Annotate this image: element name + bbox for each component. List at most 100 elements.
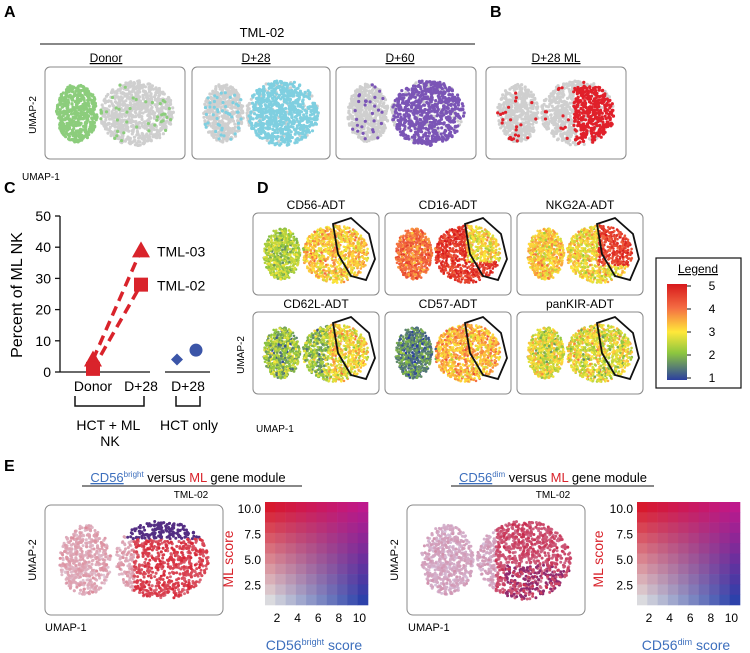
umap-point — [273, 90, 277, 95]
umap-point — [115, 115, 119, 119]
umap-point — [258, 109, 263, 113]
umap-point — [158, 102, 162, 106]
umap-point — [99, 110, 103, 114]
umap-point — [279, 97, 283, 101]
umap-point — [450, 109, 454, 113]
umap-point — [138, 111, 142, 115]
umap-point — [278, 79, 282, 84]
umap-point — [426, 134, 430, 138]
umap-point — [212, 105, 216, 109]
umap-point — [121, 118, 125, 122]
umap-point — [577, 81, 581, 85]
umap-point — [143, 120, 147, 124]
umap-point — [459, 120, 463, 124]
umap-point — [422, 103, 426, 107]
umap-point — [381, 130, 385, 135]
umap-point — [138, 140, 142, 144]
umap-point — [245, 104, 249, 108]
umap-point — [434, 135, 438, 139]
umap-point — [562, 82, 566, 86]
umap-point — [155, 128, 159, 132]
umap-point — [301, 93, 306, 97]
umap-point — [61, 132, 65, 136]
umap-point — [231, 101, 235, 105]
umap-point — [137, 115, 141, 119]
panel-a: TML-02 Donor D+28 D+60 UMAP-2 UMAP-1 — [22, 25, 477, 183]
umap-point — [153, 132, 158, 137]
umap-point — [568, 114, 572, 119]
panel-letter-e: E — [4, 458, 15, 475]
umap-point — [224, 105, 228, 109]
umap-point — [221, 137, 225, 141]
umap-point — [226, 111, 230, 115]
umap-point — [78, 105, 83, 109]
umap-point — [447, 103, 451, 107]
umap-point — [117, 107, 121, 111]
umap-point — [552, 132, 556, 136]
umap-point — [72, 85, 76, 89]
umap-point — [74, 89, 78, 93]
umap-point — [424, 126, 428, 130]
umap-point — [416, 84, 420, 88]
umap-point — [456, 119, 460, 123]
umap-point — [451, 120, 455, 124]
umap-point — [230, 105, 234, 109]
umap-point — [236, 115, 240, 119]
umap-point — [419, 87, 423, 91]
umap-point — [497, 102, 501, 107]
umap-point — [428, 123, 432, 127]
umap-point — [119, 95, 123, 99]
umap-point — [109, 133, 113, 137]
umap-point — [453, 105, 458, 109]
umap-point — [567, 126, 571, 130]
umap-point — [428, 116, 432, 120]
umap-point — [571, 93, 575, 97]
umap-point — [397, 93, 401, 97]
umap-point — [433, 80, 437, 84]
umap-point — [563, 116, 567, 120]
umap-point — [249, 110, 253, 114]
umap-point — [279, 90, 283, 94]
umap-point — [171, 110, 175, 114]
umap-point — [427, 131, 432, 135]
umap-point — [455, 129, 459, 133]
umap-point — [459, 108, 463, 112]
umap-point — [126, 92, 130, 96]
umap-point — [423, 117, 427, 121]
umap-point — [67, 132, 71, 136]
umap-point — [516, 82, 520, 87]
umap-point — [531, 129, 535, 133]
umap-point — [440, 111, 444, 115]
umap-point — [254, 130, 258, 135]
umap-point — [378, 89, 382, 93]
umap-point — [432, 139, 436, 143]
umap-point — [503, 96, 507, 100]
umap-point — [416, 138, 420, 142]
umap-point — [103, 97, 107, 101]
umap-point — [230, 115, 234, 119]
umap-point — [358, 87, 362, 91]
umap-point — [131, 99, 136, 103]
umap-point — [124, 114, 128, 118]
umap-point — [442, 91, 446, 96]
umap-point — [296, 131, 300, 135]
umap-point — [114, 106, 118, 110]
umap-point — [434, 99, 438, 103]
umap-point — [77, 131, 81, 135]
umap-point — [88, 128, 92, 132]
umap-point — [130, 115, 134, 119]
umap-point — [73, 93, 77, 97]
umap-point — [110, 95, 115, 100]
umap-point — [99, 117, 103, 121]
umap-point — [508, 124, 512, 128]
umap-point — [76, 117, 80, 121]
umap-point — [347, 122, 352, 126]
umap-point — [425, 138, 429, 142]
umap-point — [84, 106, 88, 110]
umap-point — [149, 138, 153, 142]
umap-point — [303, 108, 307, 112]
umap-point — [508, 121, 512, 125]
umap-point — [62, 109, 66, 113]
umap-point — [128, 106, 132, 111]
umap-point — [256, 115, 260, 119]
